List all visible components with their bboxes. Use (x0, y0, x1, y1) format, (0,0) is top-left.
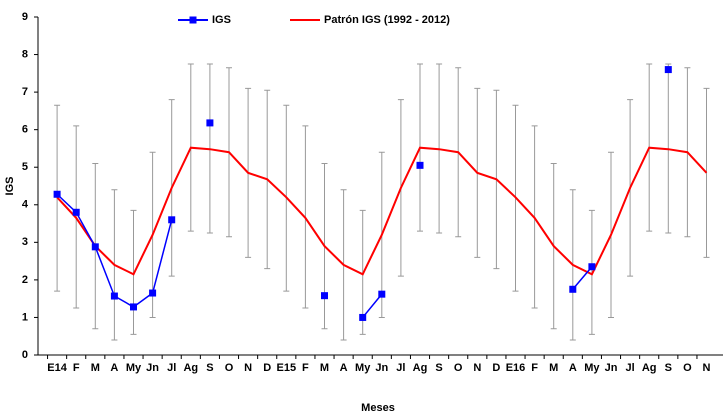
x-tick-label: N (244, 362, 252, 374)
x-tick-label: A (110, 362, 118, 374)
data-point (130, 303, 137, 311)
y-tick-label: 5 (22, 161, 28, 173)
data-point (53, 190, 61, 198)
x-tick-label: My (126, 362, 142, 374)
x-tick-label: Ag (642, 362, 657, 374)
x-tick-label: D (263, 362, 271, 374)
x-tick-label: F (73, 362, 80, 374)
data-point (168, 216, 176, 224)
x-tick-label: E15 (277, 362, 297, 374)
x-tick-label: F (531, 362, 538, 374)
x-tick-label: Ag (183, 362, 198, 374)
y-tick-label: 3 (22, 236, 28, 248)
data-point (569, 285, 577, 293)
y-tick-label: 7 (22, 86, 28, 98)
series-line (56, 146, 708, 276)
data-point (359, 313, 367, 321)
x-tick-label: My (584, 362, 600, 374)
legend-label: IGS (212, 14, 231, 26)
data-point (110, 292, 118, 300)
y-tick-label: 9 (22, 11, 28, 23)
x-tick-label: Jl (167, 362, 176, 374)
x-tick-label: S (665, 362, 672, 374)
x-tick-label: E16 (506, 362, 526, 374)
y-tick-label: 2 (22, 274, 28, 286)
x-tick-label: S (206, 362, 213, 374)
x-axis-title: Meses (361, 402, 395, 414)
x-tick-label: N (473, 362, 481, 374)
x-tick-label: O (225, 362, 234, 374)
x-tick-label: O (683, 362, 692, 374)
data-point (72, 208, 80, 216)
y-tick-label: 6 (22, 124, 28, 136)
x-tick-label: M (91, 362, 100, 374)
legend-label: Patrón IGS (1992 - 2012) (324, 14, 450, 26)
x-tick-label: A (340, 362, 348, 374)
x-tick-label: N (703, 362, 711, 374)
x-tick-label: M (320, 362, 329, 374)
x-tick-label: Jn (375, 362, 388, 374)
y-tick-label: 8 (22, 48, 28, 60)
x-tick-label: S (435, 362, 442, 374)
y-axis-title: IGS (4, 177, 16, 196)
x-tick-label: E14 (47, 362, 67, 374)
x-tick-label: F (302, 362, 309, 374)
x-tick-label: Jl (396, 362, 405, 374)
data-point (664, 66, 672, 74)
data-point (91, 243, 99, 251)
x-tick-label: M (549, 362, 558, 374)
y-tick-label: 4 (22, 199, 29, 211)
data-point (321, 292, 328, 300)
legend-marker (189, 16, 197, 24)
data-point (149, 289, 157, 297)
x-tick-label: Jn (146, 362, 159, 374)
x-tick-label: O (454, 362, 463, 374)
data-point (378, 290, 386, 298)
data-point (588, 263, 596, 271)
data-point (206, 119, 214, 127)
x-tick-label: My (355, 362, 371, 374)
data-point (416, 161, 424, 169)
y-tick-label: 0 (22, 349, 28, 361)
x-tick-label: Ag (413, 362, 428, 374)
x-tick-label: D (492, 362, 500, 374)
y-tick-label: 1 (22, 311, 28, 323)
error-bar (703, 87, 710, 258)
x-tick-label: Jl (626, 362, 635, 374)
x-tick-label: Jn (605, 362, 618, 374)
x-tick-label: A (569, 362, 577, 374)
